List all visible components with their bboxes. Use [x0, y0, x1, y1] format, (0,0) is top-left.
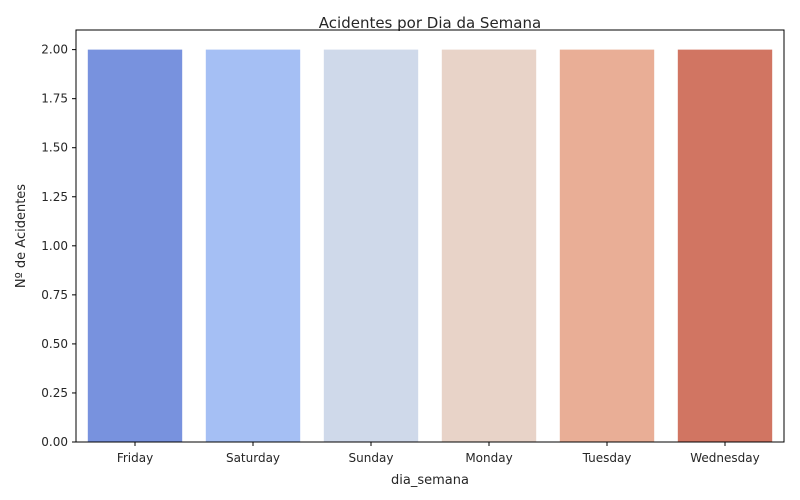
y-tick-label: 0.25 — [41, 386, 68, 400]
y-tick-label: 1.00 — [41, 239, 68, 253]
x-tick-label: Wednesday — [690, 451, 759, 465]
y-tick-label: 0.50 — [41, 337, 68, 351]
y-tick-label: 0.00 — [41, 435, 68, 449]
x-tick-label: Sunday — [349, 451, 394, 465]
bar-friday — [87, 49, 183, 442]
bar-tuesday — [559, 49, 655, 442]
bar-wednesday — [677, 49, 773, 442]
x-tick-label: Saturday — [226, 451, 280, 465]
y-tick-label: 1.25 — [41, 190, 68, 204]
y-tick-label: 0.75 — [41, 288, 68, 302]
x-tick-label: Friday — [117, 451, 153, 465]
bar-monday — [441, 49, 537, 442]
bar-sunday — [323, 49, 419, 442]
x-axis: Friday Saturday Sunday Monday Tuesday Wednesd… — [117, 442, 760, 465]
x-tick-label: Monday — [465, 451, 512, 465]
y-tick-label: 1.50 — [41, 141, 68, 155]
bar-saturday — [205, 49, 301, 442]
chart-title: Acidentes por Dia da Semana — [319, 14, 541, 32]
x-tick-label: Tuesday — [582, 451, 632, 465]
plot-frame — [75, 29, 785, 443]
bars-group — [87, 49, 773, 442]
y-tick-label: 2.00 — [41, 43, 68, 57]
y-axis-label: Nº de Acidentes — [14, 184, 29, 288]
x-axis-label: dia_semana — [391, 473, 469, 488]
y-axis: 0.00 0.25 0.50 0.75 1.00 1.25 1.50 1.75 2.00 — [41, 43, 76, 449]
y-tick-label: 1.75 — [41, 92, 68, 106]
